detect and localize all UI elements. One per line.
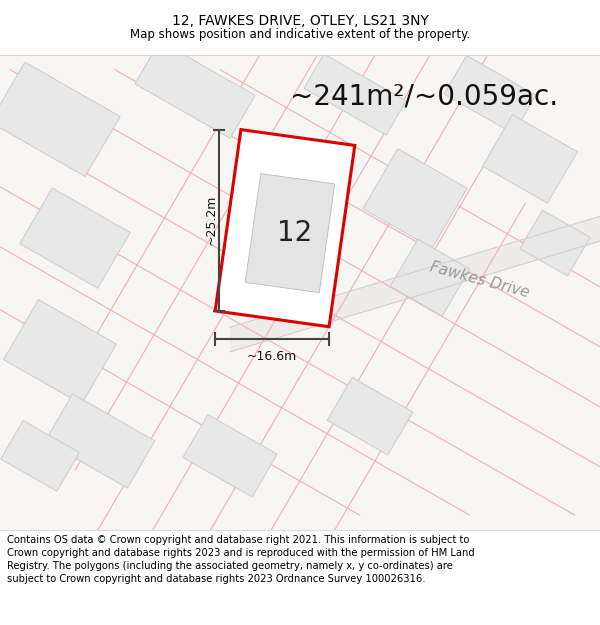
Polygon shape	[45, 394, 155, 488]
Polygon shape	[1, 421, 79, 491]
Polygon shape	[482, 114, 577, 203]
Text: ~241m²/~0.059ac.: ~241m²/~0.059ac.	[290, 82, 558, 111]
Polygon shape	[215, 129, 355, 327]
Text: 12: 12	[277, 219, 313, 247]
Polygon shape	[444, 56, 536, 134]
Text: ~25.2m: ~25.2m	[205, 195, 217, 246]
Text: 12, FAWKES DRIVE, OTLEY, LS21 3NY: 12, FAWKES DRIVE, OTLEY, LS21 3NY	[172, 14, 428, 28]
Polygon shape	[0, 62, 120, 176]
Polygon shape	[327, 378, 413, 455]
Text: ~16.6m: ~16.6m	[247, 351, 297, 364]
Polygon shape	[363, 149, 467, 248]
Polygon shape	[245, 174, 335, 292]
Polygon shape	[304, 54, 406, 135]
Polygon shape	[4, 299, 116, 404]
Polygon shape	[230, 213, 600, 352]
Polygon shape	[0, 55, 600, 530]
Text: Fawkes Drive: Fawkes Drive	[428, 259, 532, 300]
Text: Contains OS data © Crown copyright and database right 2021. This information is : Contains OS data © Crown copyright and d…	[7, 535, 475, 584]
Text: Map shows position and indicative extent of the property.: Map shows position and indicative extent…	[130, 28, 470, 41]
Polygon shape	[390, 239, 470, 316]
Polygon shape	[135, 41, 255, 138]
Polygon shape	[520, 210, 590, 276]
Polygon shape	[20, 188, 130, 288]
Polygon shape	[183, 414, 277, 497]
